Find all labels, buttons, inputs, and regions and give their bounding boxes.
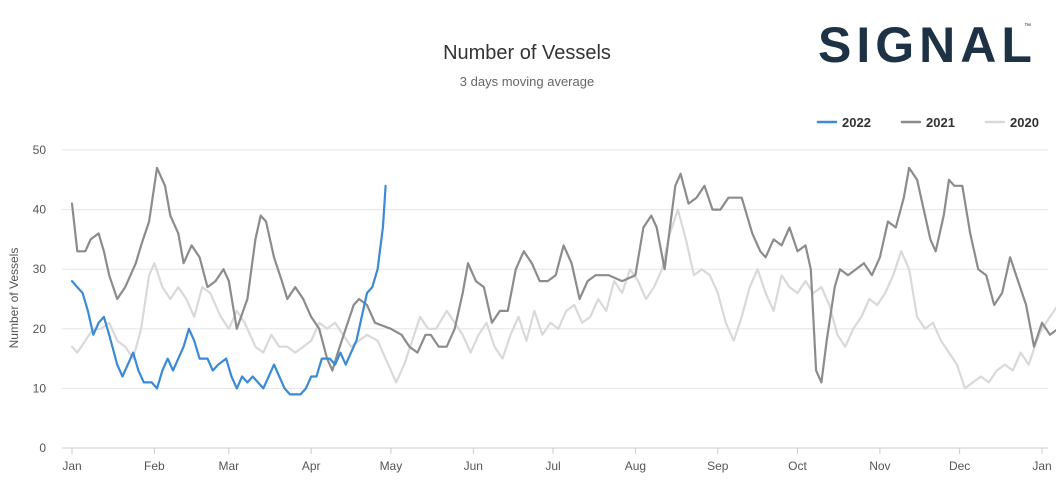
brand-logo-text: SIGNAL	[818, 17, 1037, 73]
chart-legend[interactable]: 2022 2021 2020	[816, 115, 1039, 130]
x-tick-label: Jun	[464, 459, 483, 473]
series-line-2020	[70, 208, 1056, 390]
x-tick-label: Aug	[625, 459, 646, 473]
y-tick-label: 10	[33, 381, 47, 395]
legend-item-2020[interactable]: 2020	[984, 115, 1039, 130]
chart-title: Number of Vessels	[443, 42, 611, 64]
x-tick-label: Jul	[545, 459, 560, 473]
grid-lines	[62, 149, 1048, 449]
y-tick-label: 40	[33, 203, 47, 217]
series-layer	[70, 166, 1056, 396]
series-line-2022	[70, 184, 387, 396]
legend-item-2021[interactable]: 2021	[900, 115, 955, 130]
x-tick-label: Dec	[949, 459, 970, 473]
x-tick-label: Nov	[869, 459, 890, 473]
x-tick-label: Oct	[788, 459, 807, 473]
legend-label: 2022	[842, 115, 871, 130]
legend-label: 2021	[926, 115, 955, 130]
x-tick-label: Jan	[1032, 459, 1051, 473]
series-line-2021	[70, 166, 1056, 384]
x-tick-label: Jan	[62, 459, 81, 473]
x-tick-label: Mar	[218, 459, 239, 473]
y-tick-label: 30	[33, 262, 47, 276]
y-tick-label: 0	[39, 441, 46, 455]
x-tick-label: Sep	[707, 459, 729, 473]
y-axis-label: Number of Vessels	[7, 248, 21, 349]
brand-logo: SIGNAL ™	[818, 17, 1037, 73]
legend-item-2022[interactable]: 2022	[816, 115, 871, 130]
legend-label: 2020	[1010, 115, 1039, 130]
y-tick-label: 50	[33, 143, 47, 157]
y-axis-ticks: 0 10 20 30 40 50	[33, 143, 47, 455]
x-tick-label: Feb	[144, 459, 165, 473]
chart-subtitle: 3 days moving average	[460, 74, 594, 89]
x-tick-label: Apr	[302, 459, 321, 473]
brand-trademark: ™	[1024, 23, 1031, 30]
x-axis-ticks: Jan Feb Mar Apr May Jun Jul Aug Sep Oct Nov Dec Jan	[62, 448, 1052, 473]
y-tick-label: 20	[33, 322, 47, 336]
x-tick-label: May	[380, 459, 403, 473]
